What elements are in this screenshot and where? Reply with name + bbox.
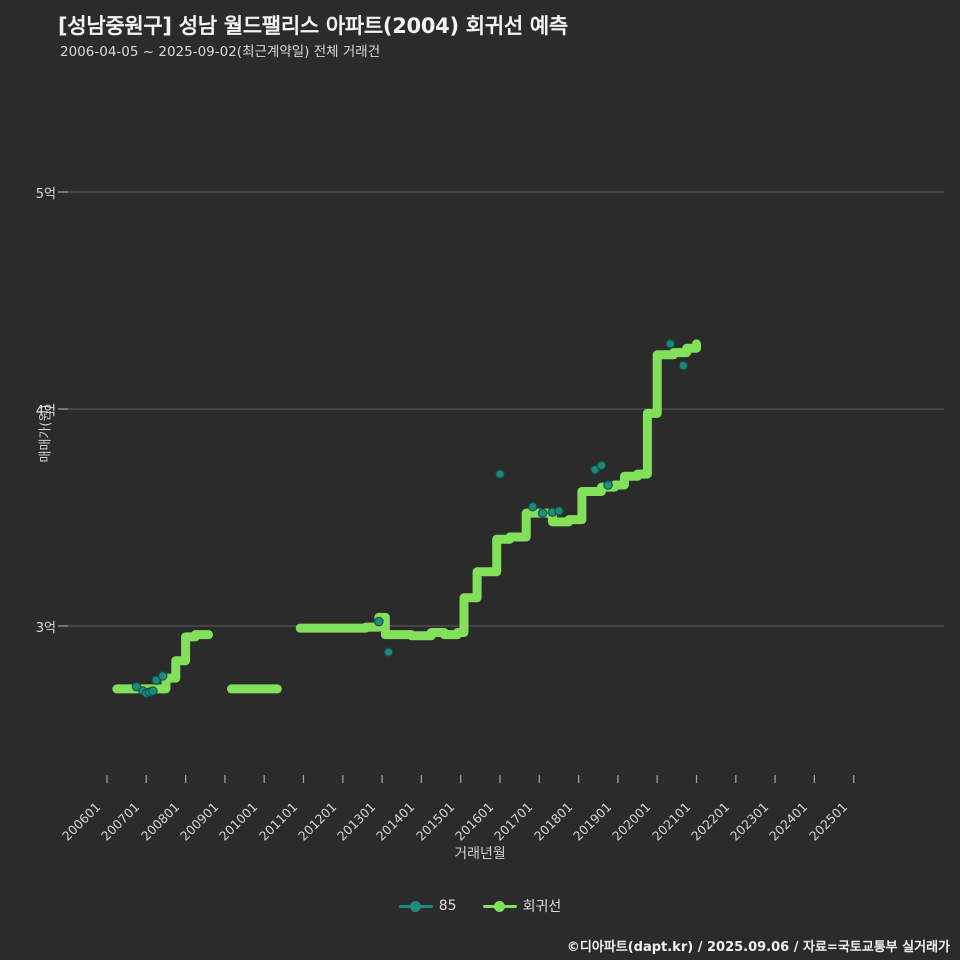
legend-marker-icon [482,899,517,913]
scatter-point [527,501,538,512]
legend-label: 85 [438,898,457,914]
y-tick-label: 3억 [35,621,56,636]
scatter-point [596,460,607,471]
x-axis-label: 거래년월 [454,846,506,862]
legend-label: 회귀선 [522,899,562,915]
footer-credit: ©디아파트(dapt.kr) / 2025.09.06 / 자료=국토교통부 실… [566,940,950,955]
scatter-point [665,339,676,349]
legend-item[interactable]: 회귀선 [482,896,562,916]
page-title: [성남중원구] 성남 월드팰리스 아파트(2004) 회귀선 예측 [58,14,568,38]
scatter-point [590,464,600,475]
page-subtitle: 2006-04-05 ~ 2025-09-02(최근계약일) 전체 거래건 [60,44,381,60]
legend-item[interactable]: 85 [398,898,457,914]
y-tick-label: 5억 [35,187,56,202]
scatter-point [603,480,613,490]
y-tick-label: 4억 [35,404,56,419]
y-axis-label: 매매가(원) [38,404,54,463]
regression-line [295,339,701,641]
regression-line [112,630,214,694]
scatter-point [678,360,689,371]
scatter-point [157,671,168,681]
chart-legend: 85 회귀선 [0,896,960,916]
scatter-point [537,508,548,518]
scatter-point [131,681,142,692]
scatter-point [383,647,394,657]
scatter-point [148,686,158,696]
scatter-point [151,675,161,686]
scatter-point [374,616,384,627]
legend-marker-icon [398,899,433,913]
scatter-point [554,506,564,516]
scatter-point [495,469,505,479]
